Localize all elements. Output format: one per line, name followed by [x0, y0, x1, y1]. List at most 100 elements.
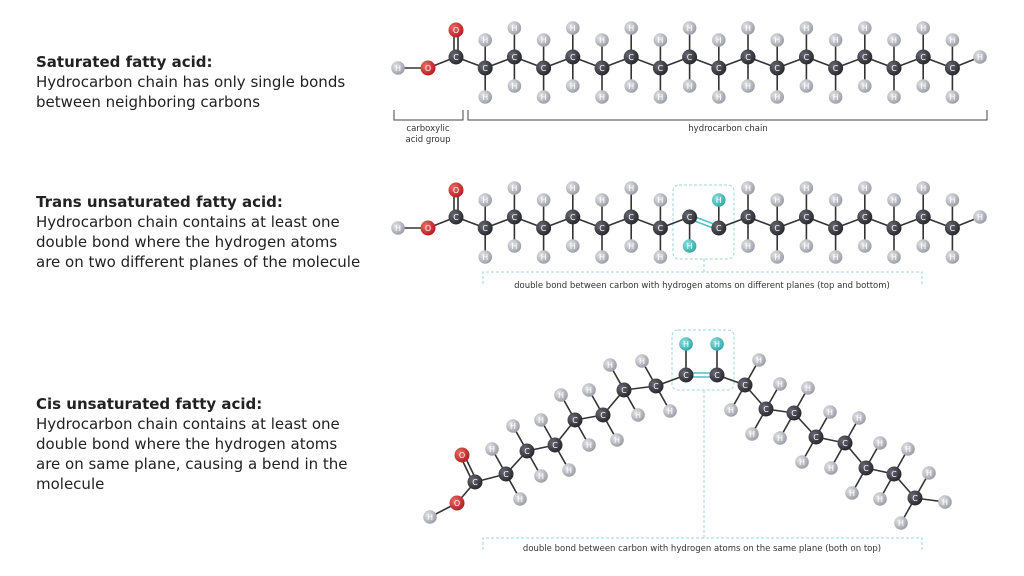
carbon-atom: C [467, 474, 483, 490]
carbon-atom: C [623, 49, 639, 65]
svg-text:C: C [512, 53, 518, 62]
carbon-atom: C [648, 378, 664, 394]
svg-text:H: H [949, 253, 955, 262]
carbon-atom: C [758, 401, 774, 417]
carbon-atom: C [594, 220, 610, 236]
svg-text:C: C [920, 53, 926, 62]
svg-text:C: C [570, 213, 576, 222]
trans-heading: Trans unsaturated fatty acid: [36, 193, 283, 211]
hydrogen-atom: H [823, 405, 837, 419]
hydrogen-atom: H [887, 193, 901, 207]
hydrogen-atom: H [682, 79, 697, 93]
carbon-atom: C [886, 60, 902, 76]
svg-text:C: C [813, 433, 819, 442]
svg-text:C: C [512, 213, 518, 222]
svg-text:C: C [658, 224, 664, 233]
hydrogen-atom: H [770, 250, 784, 264]
svg-text:C: C [891, 470, 897, 479]
hydrogen-atom: H [799, 239, 814, 253]
hydrogen-atom: H [873, 492, 887, 506]
svg-text:C: C [600, 411, 606, 420]
svg-text:H: H [745, 24, 751, 33]
svg-text:C: C [570, 53, 576, 62]
carbon-atom: C [886, 466, 902, 482]
svg-text:H: H [891, 253, 897, 262]
svg-text:H: H [716, 36, 722, 45]
svg-text:C: C [791, 409, 797, 418]
svg-text:C: C [763, 405, 769, 414]
oxygen-atom: O [449, 495, 465, 511]
carbon-atom: C [769, 60, 785, 76]
svg-text:H: H [862, 24, 868, 33]
carbon-atom: C [837, 435, 853, 451]
carbon-atom: C [594, 60, 610, 76]
saturated-body: Hydrocarbon chain has only single bonds … [36, 73, 346, 111]
svg-text:O: O [459, 451, 465, 460]
hydrogen-atom: H [423, 510, 437, 524]
svg-text:H: H [926, 469, 932, 478]
carbon-atom: C [652, 60, 668, 76]
hydrogen-atom: H [507, 181, 522, 195]
hydrogen-atom: H [710, 337, 724, 351]
svg-text:H: H [862, 242, 868, 251]
carboxylic-label-1: carboxylic [406, 124, 449, 134]
svg-text:C: C [774, 224, 780, 233]
svg-text:C: C [599, 64, 605, 73]
svg-text:H: H [395, 64, 401, 73]
hydrogen-atom: H [945, 33, 960, 47]
hydrogen-atom: H [973, 50, 987, 64]
hydrogen-atom: H [741, 181, 755, 195]
svg-text:C: C [950, 64, 956, 73]
carbon-atom: C [448, 209, 464, 225]
svg-text:C: C [863, 464, 869, 473]
svg-text:H: H [599, 36, 605, 45]
hydrogen-atom: H [595, 193, 609, 207]
hydrogen-atom: H [852, 411, 866, 425]
carboxylic-label-2: acid group [405, 135, 450, 145]
svg-text:H: H [639, 357, 645, 366]
svg-text:O: O [454, 499, 460, 508]
hydrogen-atom: H [595, 33, 609, 47]
hydrogen-atom: H [799, 79, 814, 93]
hydrogen-atom: H [770, 90, 784, 104]
svg-text:C: C [572, 416, 578, 425]
carbon-atom: C [828, 220, 844, 236]
svg-text:H: H [949, 196, 955, 205]
carbon-atom: C [623, 209, 639, 225]
svg-text:H: H [805, 384, 811, 393]
svg-text:C: C [599, 224, 605, 233]
carbon-atom: C [886, 220, 902, 236]
hydrogen-atom: H [945, 193, 960, 207]
svg-text:H: H [538, 472, 544, 481]
hydrogen-atom: H [507, 79, 522, 93]
svg-text:C: C [950, 224, 956, 233]
hydrogen-atom: H [828, 90, 843, 104]
svg-text:H: H [599, 93, 605, 102]
hydrogen-atom: H [945, 250, 960, 264]
svg-text:C: C [804, 53, 810, 62]
hydrogen-atom: H [828, 193, 843, 207]
hydrogen-atom: H [887, 250, 901, 264]
svg-text:H: H [833, 36, 839, 45]
svg-text:H: H [657, 253, 663, 262]
trans-bond-label: double bond between carbon with hydrogen… [514, 281, 890, 291]
svg-text:H: H [687, 242, 693, 251]
oxygen-atom: O [454, 447, 470, 463]
svg-text:H: H [949, 36, 955, 45]
carbon-atom: C [536, 220, 552, 236]
hydrogen-atom: H [845, 486, 859, 500]
hydrogen-atom: H [507, 21, 522, 35]
saturated-description: Saturated fatty acid: Hydrocarbon chain … [36, 52, 366, 112]
hydrogen-atom: H [566, 79, 580, 93]
svg-text:H: H [828, 464, 834, 473]
svg-text:H: H [905, 445, 911, 454]
svg-text:H: H [570, 82, 576, 91]
hydrogen-atom: H [741, 21, 755, 35]
svg-text:H: H [891, 196, 897, 205]
carbon-atom: C [567, 412, 583, 428]
hydrogen-atom: H [799, 21, 814, 35]
svg-text:H: H [803, 184, 809, 193]
carbon-atom: C [740, 49, 756, 65]
carbon-atom: C [798, 49, 814, 65]
